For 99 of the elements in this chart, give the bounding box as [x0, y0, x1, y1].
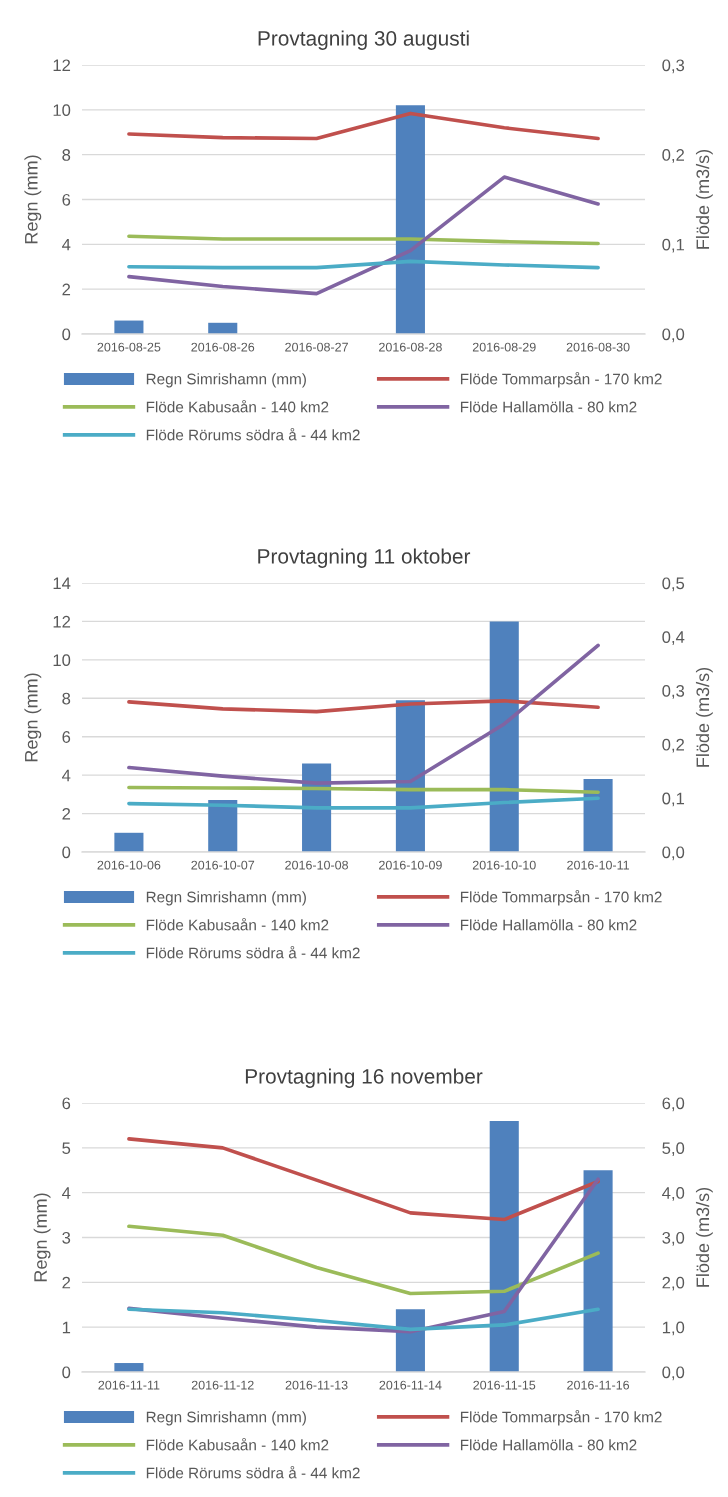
x-tick-label: 2016-11-14: [379, 1380, 442, 1390]
y-tick-label: 6: [62, 731, 71, 743]
chart-title: Provtagning 11 oktober: [258, 548, 471, 568]
y-tick-label: 8: [62, 149, 71, 161]
legend-label: Regn Simrishamn (mm): [146, 891, 306, 906]
y-tick-label: 2: [62, 807, 71, 820]
y-tick-label: 1: [62, 1321, 71, 1334]
y-tick-label: 6: [62, 1097, 71, 1110]
y-tick-label: 5: [62, 1142, 71, 1155]
x-tick-label: 2016-11-13: [285, 1380, 348, 1390]
y2-tick-label: 4,0: [662, 1187, 685, 1201]
legend-label: Flöde Rörums södra å - 44 km2: [146, 427, 360, 441]
y-tick-label: 14: [53, 577, 71, 590]
legend-label: Flöde Rörums södra å - 44 km2: [146, 945, 360, 959]
legend-label: Flöde Hallamölla - 80 km2: [460, 1439, 637, 1451]
y2-tick-label: 0,1: [662, 238, 685, 253]
line-series: [127, 175, 600, 296]
y-axis-title: Regn (mm): [24, 673, 42, 762]
line-series: [127, 1137, 600, 1222]
y2-tick-label: 2,0: [662, 1276, 685, 1291]
y-axis-title: Regn (mm): [33, 1193, 51, 1282]
line-series: [127, 1224, 600, 1296]
chart-title: Provtagning 16 november: [245, 1068, 483, 1088]
line-series: [127, 643, 600, 785]
bar: [583, 778, 613, 852]
x-tick-label: 2016-10-06: [97, 860, 161, 870]
y-tick-label: 3: [62, 1231, 71, 1244]
bar: [114, 832, 144, 852]
chart-title: Provtagning 30 augusti: [258, 30, 469, 50]
y-tick-label: 6: [62, 193, 71, 206]
x-tick-label: 2016-10-10: [472, 860, 536, 870]
y-tick-label: 2: [62, 1276, 71, 1289]
bar: [208, 800, 238, 852]
legend-label: Flöde Kabusaån - 140 km2: [146, 399, 329, 413]
y2-tick-label: 5,0: [662, 1142, 685, 1157]
bar: [395, 1309, 425, 1372]
line-series: [127, 259, 600, 270]
y2-axis-title: Flöde (m3/s): [695, 1187, 713, 1287]
legend-label: Flöde Tommarpsån - 170 km2: [460, 371, 662, 388]
y2-tick-label: 0,4: [662, 631, 685, 645]
x-tick-label: 2016-10-07: [191, 860, 255, 870]
y2-tick-label: 0,0: [662, 1366, 685, 1381]
legend-label: Flöde Tommarpsån - 170 km2: [460, 889, 662, 906]
y-tick-label: 12: [53, 615, 71, 628]
x-tick-label: 2016-11-15: [473, 1380, 536, 1390]
bar: [583, 1170, 613, 1372]
line-series: [127, 1307, 600, 1332]
y-tick-label: 0: [62, 1366, 71, 1379]
y-tick-label: 10: [53, 654, 71, 667]
y2-tick-label: 6,0: [662, 1097, 685, 1112]
y2-tick-label: 1,0: [662, 1321, 685, 1336]
y-tick-label: 0: [62, 328, 71, 341]
legend-label: Flöde Kabusaån - 140 km2: [146, 1437, 329, 1451]
x-tick-label: 2016-08-28: [379, 342, 442, 352]
x-tick-label: 2016-10-09: [379, 860, 442, 870]
y-tick-label: 2: [62, 283, 71, 296]
legend-label: Flöde Kabusaån - 140 km2: [146, 917, 329, 931]
legend-label: Regn Simrishamn (mm): [146, 1411, 306, 1426]
y2-tick-label: 0,0: [662, 328, 685, 343]
y-tick-label: 0: [62, 846, 71, 859]
legend-label: Flöde Hallamölla - 80 km2: [460, 919, 637, 931]
y-tick-label: 8: [62, 692, 71, 705]
legend-label: Flöde Hallamölla - 80 km2: [460, 401, 637, 413]
y2-tick-label: 0,3: [662, 59, 685, 74]
line-series: [127, 111, 600, 141]
x-tick-label: 2016-08-27: [285, 342, 348, 352]
x-tick-label: 2016-11-16: [567, 1380, 630, 1390]
y-axis-title: Regn (mm): [24, 155, 42, 244]
x-tick-label: 2016-08-29: [472, 342, 536, 352]
y-tick-label: 10: [53, 104, 71, 117]
bar: [395, 105, 425, 334]
y-tick-label: 12: [53, 59, 71, 72]
y-tick-label: 4: [62, 1187, 71, 1199]
line-series: [127, 796, 600, 810]
x-tick-label: 2016-08-30: [566, 342, 630, 352]
y2-tick-label: 0,1: [662, 792, 685, 807]
bar: [489, 1120, 519, 1372]
x-tick-label: 2016-10-08: [285, 860, 349, 870]
x-tick-label: 2016-11-12: [191, 1380, 254, 1390]
bar: [489, 621, 519, 852]
legend-label: Flöde Rörums södra å - 44 km2: [146, 1465, 360, 1479]
line-series: [127, 234, 600, 246]
y2-tick-label: 3,0: [662, 1231, 685, 1246]
y2-tick-label: 0,3: [662, 685, 685, 699]
y-tick-label: 4: [62, 238, 71, 251]
x-tick-label: 2016-08-26: [191, 342, 255, 352]
y2-tick-label: 0,0: [662, 846, 685, 861]
y-tick-label: 4: [62, 769, 71, 782]
x-tick-label: 2016-10-11: [567, 860, 629, 870]
y2-axis-title: Flöde (m3/s): [695, 667, 713, 767]
y2-axis-title: Flöde (m3/s): [695, 149, 713, 249]
legend-label: Regn Simrishamn (mm): [146, 373, 306, 388]
y2-tick-label: 0,2: [662, 149, 684, 163]
x-tick-label: 2016-11-11: [98, 1380, 160, 1390]
line-series: [127, 699, 600, 714]
y2-tick-label: 0,2: [662, 738, 684, 753]
legend-label: Flöde Tommarpsån - 170 km2: [460, 1409, 662, 1426]
x-tick-label: 2016-08-25: [97, 342, 161, 352]
y2-tick-label: 0,5: [662, 577, 685, 592]
